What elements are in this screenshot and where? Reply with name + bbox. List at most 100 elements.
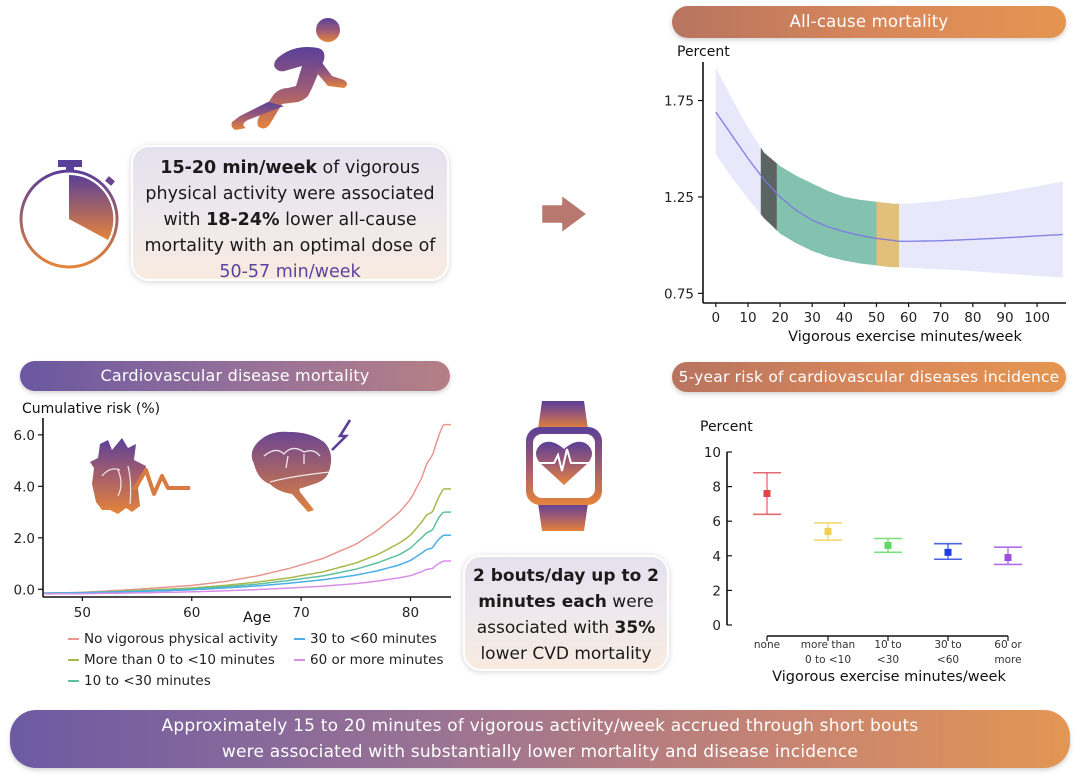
data-point bbox=[884, 541, 892, 549]
x-tick-label: more than bbox=[801, 639, 855, 651]
chart-title: All-cause mortality bbox=[789, 12, 949, 31]
smartwatch-heart-icon bbox=[526, 401, 602, 531]
series-line bbox=[44, 534, 451, 594]
callout-text: lower all-cause mortality with an optima… bbox=[144, 210, 436, 256]
y-tick-label: 1.75 bbox=[664, 94, 694, 110]
y-tick-label: 0.0 bbox=[14, 582, 35, 598]
legend-swatch bbox=[68, 638, 79, 640]
x-tick-label: none bbox=[754, 639, 780, 651]
x-tick-label: 80 bbox=[964, 310, 981, 326]
x-tick-label: 0 bbox=[712, 310, 721, 326]
x-tick-label: 90 bbox=[996, 310, 1013, 326]
summary-line-1: Approximately 15 to 20 minutes of vigoro… bbox=[161, 716, 919, 736]
x-axis-label: Vigorous exercise minutes/week bbox=[788, 329, 1022, 345]
x-axis-label: Age bbox=[243, 610, 271, 626]
all-cause-mortality-chart: Percent 0 10 20 30 40 50 60 70 80 90 100 0.75 1.25 1.… bbox=[664, 44, 1066, 345]
callout-text: lower CVD mortality bbox=[480, 644, 652, 664]
x-axis-label: Vigorous exercise minutes/week bbox=[772, 669, 1006, 685]
x-tick-label: 10 bbox=[739, 310, 756, 326]
x-tick-label: 50 bbox=[868, 310, 885, 326]
y-tick-label: 0 bbox=[712, 618, 721, 634]
estimate-line bbox=[715, 111, 1063, 242]
series-line bbox=[44, 560, 451, 595]
x-tick-label: <60 bbox=[937, 654, 959, 666]
heart-icon bbox=[90, 438, 190, 514]
highlight-range bbox=[776, 163, 877, 266]
highlight-range bbox=[876, 201, 899, 268]
x-tick-label: 70 bbox=[932, 310, 949, 326]
x-tick-label: 30 to bbox=[934, 639, 961, 651]
x-tick-label: <30 bbox=[877, 654, 899, 666]
all-cause-mortality-header: All-cause mortality bbox=[672, 6, 1066, 38]
y-tick-label: 6 bbox=[712, 514, 721, 530]
y-axis-label: Percent bbox=[700, 419, 753, 435]
running-person-icon bbox=[231, 18, 347, 130]
y-tick-label: 6.0 bbox=[14, 428, 35, 444]
y-tick-label: 4.0 bbox=[14, 479, 35, 495]
series-line bbox=[44, 511, 451, 594]
x-tick-label: 20 bbox=[772, 310, 789, 326]
y-tick-label: 10 bbox=[704, 445, 721, 461]
summary-line-2: were associated with substantially lower… bbox=[221, 742, 859, 762]
callout-text: were associated with bbox=[476, 592, 654, 638]
legend-item: More than 0 to <10 minutes bbox=[68, 652, 275, 668]
y-tick-label: 0.75 bbox=[664, 286, 694, 302]
legend-swatch bbox=[294, 638, 305, 640]
legend-label: 30 to <60 minutes bbox=[310, 631, 437, 647]
legend-label: 60 or more minutes bbox=[310, 652, 444, 668]
callout-duration: 15-20 min/week bbox=[160, 158, 317, 178]
callout-reduction: 35% bbox=[614, 618, 656, 638]
y-tick-label: 2 bbox=[712, 583, 721, 599]
right-arrow-icon bbox=[539, 192, 590, 236]
data-point bbox=[944, 548, 952, 556]
x-tick-label: 30 bbox=[804, 310, 821, 326]
legend-label: More than 0 to <10 minutes bbox=[84, 652, 275, 668]
x-tick-label: more bbox=[994, 654, 1021, 666]
bottom-middle-callout: 2 bouts/day up to 2 minutes each were as… bbox=[463, 555, 669, 671]
data-point bbox=[1004, 554, 1012, 562]
brain-icon bbox=[251, 419, 352, 512]
y-tick-label: 2.0 bbox=[14, 531, 35, 547]
callout-reduction: 18-24% bbox=[206, 210, 280, 230]
x-tick-label: 80 bbox=[402, 605, 419, 621]
x-tick-label: 0 to <10 bbox=[805, 654, 851, 666]
legend-item: 30 to <60 minutes bbox=[294, 631, 437, 647]
x-tick-label: 60 bbox=[900, 310, 917, 326]
legend-item: 10 to <30 minutes bbox=[68, 673, 211, 689]
legend-label: 10 to <30 minutes bbox=[84, 673, 211, 689]
chart-title: 5-year risk of cardiovascular diseases i… bbox=[678, 368, 1060, 386]
data-point bbox=[763, 490, 771, 498]
x-tick-label: 60 bbox=[183, 605, 200, 621]
x-tick-label: 60 or bbox=[994, 639, 1022, 651]
legend-swatch bbox=[68, 659, 79, 661]
y-tick-label: 4 bbox=[712, 549, 721, 565]
x-tick-label: 100 bbox=[1024, 310, 1050, 326]
x-tick-label: 50 bbox=[74, 605, 91, 621]
cvd-mortality-chart: Cumulative risk (%) 50 60 70 80 0.0 2.0 4.0 6.0… bbox=[14, 401, 451, 626]
y-axis-label: Percent bbox=[677, 44, 730, 60]
legend-label: No vigorous physical activity bbox=[84, 631, 279, 647]
legend-item: No vigorous physical activity bbox=[68, 631, 278, 647]
y-tick-label: 1.25 bbox=[664, 190, 694, 206]
y-tick-label: 8 bbox=[712, 480, 721, 496]
stopwatch-icon bbox=[19, 160, 119, 269]
x-tick-label: 40 bbox=[836, 310, 853, 326]
x-tick-label: 10 to bbox=[874, 639, 901, 651]
legend-item: 60 or more minutes bbox=[294, 652, 443, 668]
legend-swatch bbox=[68, 680, 79, 682]
y-axis-label: Cumulative risk (%) bbox=[22, 401, 160, 417]
top-left-callout: 15-20 min/week of vigorous physical acti… bbox=[131, 145, 449, 282]
callout-optimal-dose: 50-57 min/week bbox=[219, 262, 361, 282]
series-line bbox=[44, 423, 451, 594]
cvd-mortality-header: Cardiovascular disease mortality bbox=[20, 361, 450, 391]
legend-swatch bbox=[294, 659, 305, 661]
cvd-incidence-chart: Percent 0 2 4 6 8 10 none more than 0 to <10 10 t… bbox=[700, 419, 1022, 685]
chart-title: Cardiovascular disease mortality bbox=[100, 366, 370, 385]
data-point bbox=[824, 528, 832, 536]
highlight-range bbox=[760, 147, 777, 231]
callout-text: of vigorous physical activity were assoc… bbox=[145, 158, 435, 230]
callout-bouts: 2 bouts/day up to 2 minutes each bbox=[472, 566, 659, 612]
summary-banner: Approximately 15 to 20 minutes of vigoro… bbox=[10, 710, 1070, 768]
x-tick-label: 70 bbox=[293, 605, 310, 621]
cvd-incidence-header: 5-year risk of cardiovascular diseases i… bbox=[672, 362, 1066, 392]
